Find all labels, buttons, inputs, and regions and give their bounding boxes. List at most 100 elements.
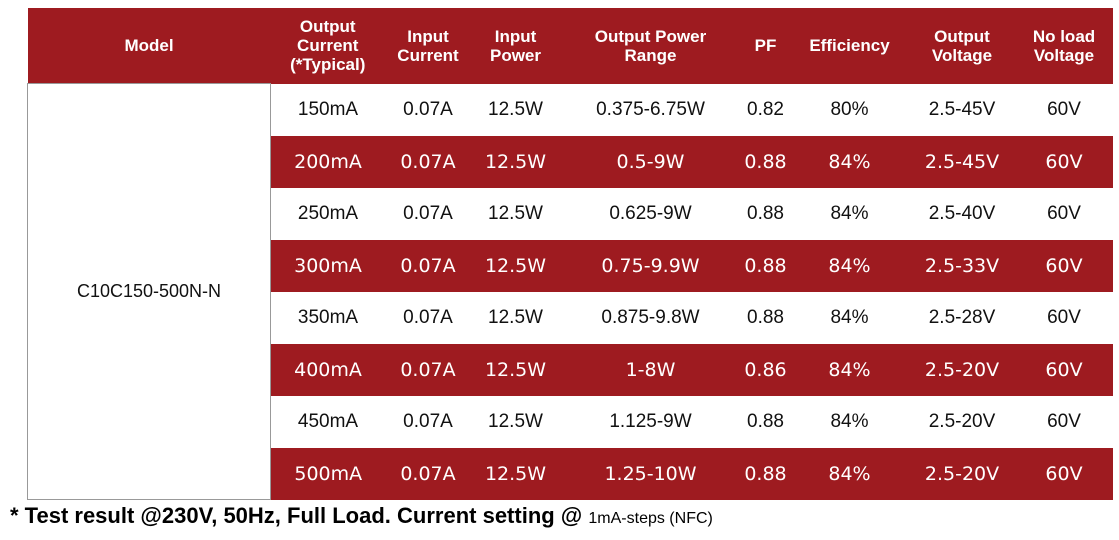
table-cell: 200mA (270, 135, 386, 188)
table-cell: 12.5W (470, 447, 561, 500)
header-cell: Output Power Range (560, 8, 741, 84)
table-cell: 0.07A (385, 447, 471, 500)
header-line: Power (489, 45, 542, 65)
table-cell: 84% (830, 202, 869, 224)
table-cell: 300mA (270, 239, 386, 292)
header-line: Voltage (1033, 45, 1095, 65)
table-cell: 2.5-20V (908, 447, 1016, 500)
header-cell: Output Current (*Typical) (270, 8, 386, 84)
header-line: Output Power (594, 26, 707, 46)
table-cell: 0.07A (385, 135, 471, 188)
table-cell: 12.5W (488, 98, 543, 120)
table-row: 400mA 0.07A 12.5W 1-8W 0.86 84% 2.5-20V 60V (28, 343, 1113, 396)
table-row: 500mA 0.07A 12.5W 1.25-10W 0.88 84% 2.5-20V 60V (28, 447, 1113, 500)
header-cell: Model (27, 8, 271, 84)
table-cell: 1-8W (560, 343, 741, 396)
table-cell: 1.25-10W (560, 447, 741, 500)
header-line: PF (754, 36, 777, 56)
table-cell: 0.75-9.9W (560, 239, 741, 292)
table-cell: 2.5-40V (928, 202, 996, 224)
table-cell: 0.86 (740, 343, 791, 396)
table-cell: 2.5-28V (928, 306, 996, 328)
header-line: Range (624, 45, 677, 65)
model-cell: C10C150-500N-N (27, 83, 271, 500)
spec-table: Model Output Current (*Typical) Input Current… (27, 8, 1113, 500)
table-cell: 400mA (270, 343, 386, 396)
table-cell: 12.5W (488, 410, 543, 432)
header-line: Model (124, 36, 174, 55)
table-cell: 60V (1047, 202, 1081, 224)
header-line: No load (1032, 26, 1096, 46)
header-line: Efficiency (809, 36, 890, 56)
table-cell: 0.88 (740, 239, 791, 292)
header-line: Output (299, 17, 356, 37)
header-line: Input (494, 26, 537, 46)
table-cell: 0.07A (403, 306, 453, 328)
header-cell: Input Power (470, 8, 561, 84)
table-cell: 60V (1015, 239, 1113, 292)
table-cell: 2.5-20V (908, 343, 1016, 396)
table-cell: 12.5W (470, 343, 561, 396)
table-cell: 80% (830, 98, 869, 120)
table-cell: 0.625-9W (609, 202, 692, 224)
table-cell: 84% (790, 343, 909, 396)
header-line: Output (934, 26, 990, 46)
header-cell: Input Current (385, 8, 471, 84)
table-cell: 12.5W (488, 202, 543, 224)
header-cell: Efficiency (790, 8, 909, 84)
footnote: * Test result @230V, 50Hz, Full Load. Cu… (10, 503, 713, 529)
table-cell: 450mA (297, 410, 359, 432)
table-cell: 2.5-33V (908, 239, 1016, 292)
table-cell: 0.07A (403, 410, 453, 432)
table-cell: 84% (830, 306, 869, 328)
table-cell: 0.82 (747, 98, 784, 120)
table-cell: 60V (1015, 447, 1113, 500)
table-cell: 1.125-9W (609, 410, 692, 432)
table-row: 250mA 0.07A 12.5W 0.625-9W 0.88 84% 2.5-40V 60V (28, 188, 1113, 240)
table-cell: 60V (1047, 306, 1081, 328)
table-cell: 84% (790, 135, 909, 188)
table-body: C10C150-500N-N 150mA 0.07A 12.5W 0.375-6.75W… (27, 83, 1113, 500)
header-line: Current (297, 36, 359, 56)
header-row: Model Output Current (*Typical) Input Current… (27, 8, 1113, 84)
table-cell: 0.07A (385, 343, 471, 396)
table-cell: 60V (1015, 343, 1113, 396)
table-cell: 250mA (297, 202, 359, 224)
table-cell: 350mA (297, 306, 359, 328)
table-cell: 150mA (297, 98, 359, 120)
table-row: 300mA 0.07A 12.5W 0.75-9.9W 0.88 84% 2.5-33V 60… (28, 239, 1113, 292)
table-cell: 84% (790, 239, 909, 292)
table-cell: 12.5W (470, 135, 561, 188)
table-cell: 0.875-9.8W (601, 306, 700, 328)
table-cell: 0.07A (385, 239, 471, 292)
footnote-main: * Test result @230V, 50Hz, Full Load. Cu… (10, 503, 583, 528)
table-cell: 0.88 (747, 410, 784, 432)
table-cell: 2.5-45V (908, 135, 1016, 188)
table-cell: 500mA (270, 447, 386, 500)
footnote-note: 1mA-steps (NFC) (588, 510, 713, 527)
table-cell: 84% (830, 410, 869, 432)
table-cell: 60V (1047, 98, 1081, 120)
table-row: C10C150-500N-N 150mA 0.07A 12.5W 0.375-6.75W… (27, 83, 1113, 500)
table-row: 350mA 0.07A 12.5W 0.875-9.8W 0.88 84% 2.5-28V 6… (28, 292, 1113, 344)
table-cell: 0.88 (747, 306, 784, 328)
table-row: 450mA 0.07A 12.5W 1.125-9W 0.88 84% 2.5-20V 60V (28, 396, 1113, 448)
header-cell: No load Voltage (1015, 8, 1113, 84)
table-row: 200mA 0.07A 12.5W 0.5-9W 0.88 84% 2.5-45V 60V (28, 135, 1113, 188)
table-cell: 0.375-6.75W (596, 98, 705, 120)
table-cell: 0.88 (740, 135, 791, 188)
table-cell: 0.07A (403, 98, 453, 120)
table-cell: 2.5-45V (928, 98, 996, 120)
header-line: Current (397, 45, 459, 65)
table-cell: 0.5-9W (560, 135, 741, 188)
table-cell: 84% (790, 447, 909, 500)
table-cell: 0.88 (747, 202, 784, 224)
header-cell: PF (740, 8, 791, 84)
table-cell: 0.88 (740, 447, 791, 500)
table-cell: 60V (1047, 410, 1081, 432)
header-line: Input (407, 26, 449, 46)
header-line: Voltage (931, 45, 993, 65)
table-cell: 12.5W (470, 239, 561, 292)
header-line: (*Typical) (290, 55, 366, 75)
